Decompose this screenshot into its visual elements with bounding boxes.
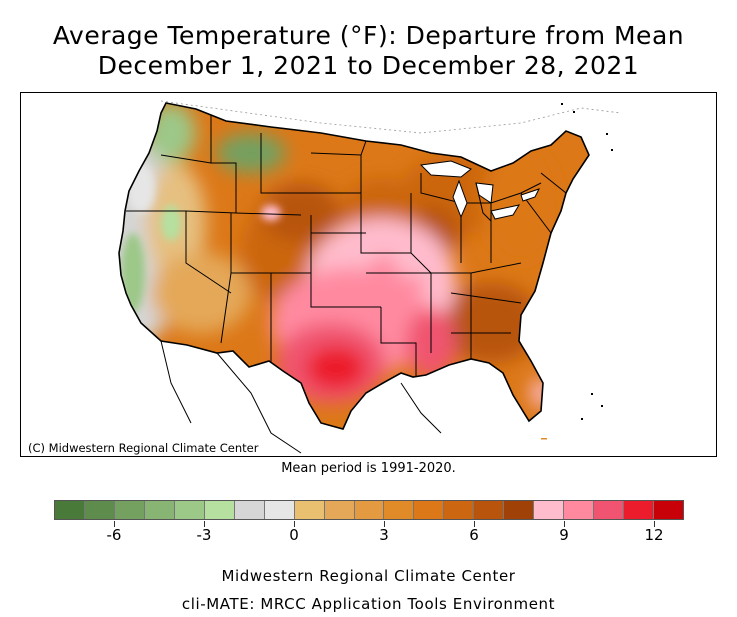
legend-swatch [204, 501, 235, 519]
legend-swatch [654, 501, 684, 519]
legend-swatch [504, 501, 535, 519]
credit-label: (C) Midwestern Regional Climate Center [28, 441, 259, 455]
legend-tick-label: 9 [559, 526, 569, 544]
legend-tick-mark [564, 521, 565, 527]
legend-tick-mark [204, 521, 205, 527]
footer-tool: cli-MATE: MRCC Application Tools Environ… [181, 595, 556, 613]
canada-border [160, 100, 622, 134]
footer-organization: Midwestern Regional Climate Center [221, 567, 516, 585]
legend-swatch [324, 501, 355, 519]
legend-tick-label: 12 [644, 526, 664, 544]
legend-swatch [534, 501, 565, 519]
legend-swatch [474, 501, 505, 519]
legend-swatch [624, 501, 655, 519]
legend-swatch [354, 501, 385, 519]
coast-islands [541, 103, 613, 440]
legend-swatch [594, 501, 625, 519]
great-lakes [419, 160, 540, 220]
legend-tick-label: 6 [469, 526, 479, 544]
legend-swatch [234, 501, 265, 519]
legend-swatch [55, 501, 85, 519]
us-temperature-map [118, 100, 622, 454]
mean-period-note: Mean period is 1991-2020. [281, 461, 456, 476]
color-legend-bar [54, 500, 684, 520]
map-panel [20, 92, 717, 457]
legend-swatch [174, 501, 205, 519]
legend-swatch [294, 501, 325, 519]
legend-swatch [444, 501, 475, 519]
legend-tick-label: -6 [106, 526, 122, 544]
legend-tick-label: 3 [379, 526, 389, 544]
legend-swatch [84, 501, 115, 519]
legend-tick-label: -3 [196, 526, 212, 544]
map-title: Average Temperature (°F): Departure from… [52, 21, 685, 50]
legend-swatch [414, 501, 445, 519]
state-borders [126, 113, 567, 383]
legend-swatch [114, 501, 145, 519]
legend-tick-mark [474, 521, 475, 527]
mexico-outline [160, 340, 302, 454]
legend-tick-label: 0 [289, 526, 299, 544]
legend-swatch [264, 501, 295, 519]
legend-tick-mark [294, 521, 295, 527]
legend-swatch [564, 501, 595, 519]
legend-tick-mark [654, 521, 655, 527]
legend-tick-mark [114, 521, 115, 527]
legend-tick-mark [384, 521, 385, 527]
legend-swatch [144, 501, 175, 519]
map-subtitle: December 1, 2021 to December 28, 2021 [97, 51, 640, 80]
legend-swatch [384, 501, 415, 519]
